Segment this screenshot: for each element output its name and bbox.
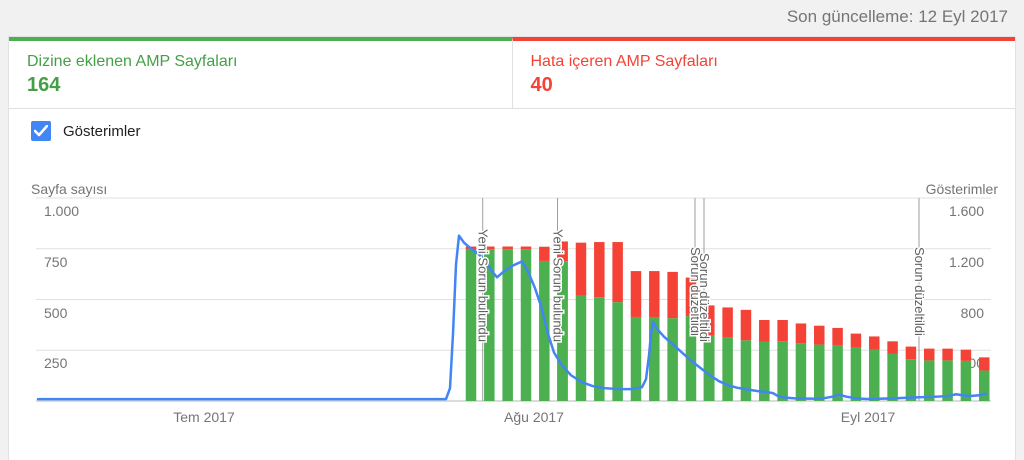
- right-tick-1200: 1.200: [948, 253, 984, 270]
- bar-indexed-segment[interactable]: [539, 260, 550, 401]
- bar-indexed-segment[interactable]: [795, 343, 807, 401]
- bar-indexed-segment[interactable]: [704, 335, 715, 401]
- right-tick-800: 800: [960, 304, 984, 321]
- bar-error-segment[interactable]: [869, 336, 880, 350]
- annotation-label: Sorun düzeltildi: [688, 247, 703, 336]
- bar-indexed-segment[interactable]: [685, 316, 697, 401]
- bar-error-segment[interactable]: [484, 246, 495, 250]
- bar-indexed-segment[interactable]: [832, 345, 843, 401]
- bar-indexed-segment[interactable]: [575, 295, 587, 401]
- annotation-label: Sorun düzeltildi: [912, 247, 927, 336]
- bar-error-segment[interactable]: [594, 242, 605, 298]
- bar-indexed-segment[interactable]: [924, 360, 935, 401]
- impressions-line: [36, 234, 988, 401]
- bar-indexed-segment[interactable]: [850, 347, 862, 401]
- chart-plot-area[interactable]: Yeni Sorun bulundu Yeni Sorun bulundu Soru…: [9, 171, 1017, 433]
- impressions-checkbox[interactable]: [31, 121, 51, 141]
- bar-indexed-segment[interactable]: [978, 370, 990, 401]
- amp-chart: Sayfa sayısı Gösterimler 1.000 750 500 2…: [9, 171, 1017, 433]
- impressions-checkbox-label: Gösterimler: [63, 122, 141, 140]
- bar-error-segment[interactable]: [960, 349, 972, 361]
- amp-report-card: Dizine eklenen AMP Sayfaları 164 Hata iç…: [8, 36, 1016, 460]
- bar-indexed-segment[interactable]: [557, 261, 568, 401]
- tab-indexed-label: Dizine eklenen AMP Sayfaları: [27, 53, 238, 70]
- bar-indexed-segment[interactable]: [887, 353, 898, 401]
- bar-indexed-segment[interactable]: [777, 341, 788, 401]
- bar-error-segment[interactable]: [630, 271, 642, 317]
- annotation-label: Yeni Sorun bulundu: [476, 229, 491, 342]
- impressions-control: Gösterimler: [31, 121, 141, 141]
- tab-error-label: Hata içeren AMP Sayfaları: [530, 53, 718, 70]
- bar-indexed-segment[interactable]: [502, 249, 513, 401]
- right-axis-title: Gösterimler: [925, 181, 998, 197]
- top-bar: Son güncelleme: 12 Eyl 2017: [0, 0, 1024, 33]
- status-tabs: Dizine eklenen AMP Sayfaları 164 Hata iç…: [9, 37, 1015, 109]
- bar-error-segment[interactable]: [850, 333, 862, 348]
- bar-indexed-segment[interactable]: [465, 249, 477, 401]
- bar-error-segment[interactable]: [905, 346, 917, 360]
- bar-error-segment[interactable]: [649, 271, 660, 318]
- bar-error-segment[interactable]: [942, 348, 953, 361]
- bar-error-segment[interactable]: [575, 242, 587, 296]
- bar-error-segment[interactable]: [832, 327, 843, 346]
- bar-error-segment[interactable]: [740, 309, 752, 341]
- bar-error-segment[interactable]: [887, 341, 898, 354]
- bar-error-segment[interactable]: [685, 277, 697, 317]
- bar-indexed-segment[interactable]: [814, 344, 825, 401]
- tab-error-amp-pages[interactable]: Hata içeren AMP Sayfaları 40: [511, 37, 1015, 108]
- left-axis-title: Sayfa sayısı: [31, 181, 108, 197]
- bar-indexed-segment[interactable]: [667, 318, 678, 401]
- bar-error-segment[interactable]: [978, 357, 990, 371]
- bar-indexed-segment[interactable]: [759, 341, 770, 401]
- bar-indexed-segment[interactable]: [630, 316, 642, 401]
- checkmark-icon: [34, 125, 48, 137]
- bar-error-segment[interactable]: [539, 246, 550, 261]
- bar-indexed-segment[interactable]: [612, 302, 623, 401]
- bar-error-segment[interactable]: [924, 348, 935, 361]
- left-tick-500: 500: [44, 304, 68, 321]
- bar-error-segment[interactable]: [520, 246, 532, 250]
- tab-error-count: 40: [530, 74, 553, 96]
- left-tick-750: 750: [44, 253, 68, 270]
- bar-error-segment[interactable]: [704, 305, 715, 336]
- bar-error-segment[interactable]: [667, 271, 678, 319]
- bar-error-segment[interactable]: [795, 323, 807, 344]
- bar-error-segment[interactable]: [557, 241, 568, 262]
- bar-error-segment[interactable]: [722, 307, 733, 338]
- last-update-text: Son güncelleme: 12 Eyl 2017: [786, 6, 1008, 26]
- bar-indexed-segment[interactable]: [740, 340, 752, 401]
- annotation-label: Yeni Sorun bulundu: [551, 229, 566, 342]
- bar-indexed-segment[interactable]: [722, 337, 733, 401]
- bar-indexed-segment[interactable]: [942, 360, 953, 401]
- bar-indexed-segment[interactable]: [905, 359, 917, 401]
- bar-error-segment[interactable]: [777, 320, 788, 342]
- annotation-label: Sorun düzeltildi: [697, 253, 712, 342]
- bar-error-segment[interactable]: [612, 242, 623, 303]
- tab-indexed-amp-pages[interactable]: Dizine eklenen AMP Sayfaları 164: [9, 37, 512, 108]
- bar-indexed-segment[interactable]: [484, 249, 495, 401]
- bar-indexed-segment[interactable]: [869, 349, 880, 401]
- x-tick-jul: Tem 2017: [173, 409, 235, 425]
- bar-indexed-segment[interactable]: [520, 249, 532, 401]
- bar-error-segment[interactable]: [814, 325, 825, 345]
- right-tick-1600: 1.600: [948, 203, 984, 219]
- x-tick-aug: Ağu 2017: [504, 409, 564, 425]
- x-tick-sep: Eyl 2017: [840, 409, 896, 425]
- bar-error-segment[interactable]: [502, 246, 513, 250]
- bar-indexed-segment[interactable]: [594, 297, 605, 401]
- bar-indexed-segment[interactable]: [960, 360, 972, 401]
- bar-error-segment[interactable]: [759, 320, 770, 342]
- left-tick-1000: 1.000: [44, 203, 80, 219]
- left-tick-250: 250: [44, 355, 68, 372]
- bar-indexed-segment[interactable]: [649, 317, 660, 401]
- tab-indexed-count: 164: [27, 74, 61, 96]
